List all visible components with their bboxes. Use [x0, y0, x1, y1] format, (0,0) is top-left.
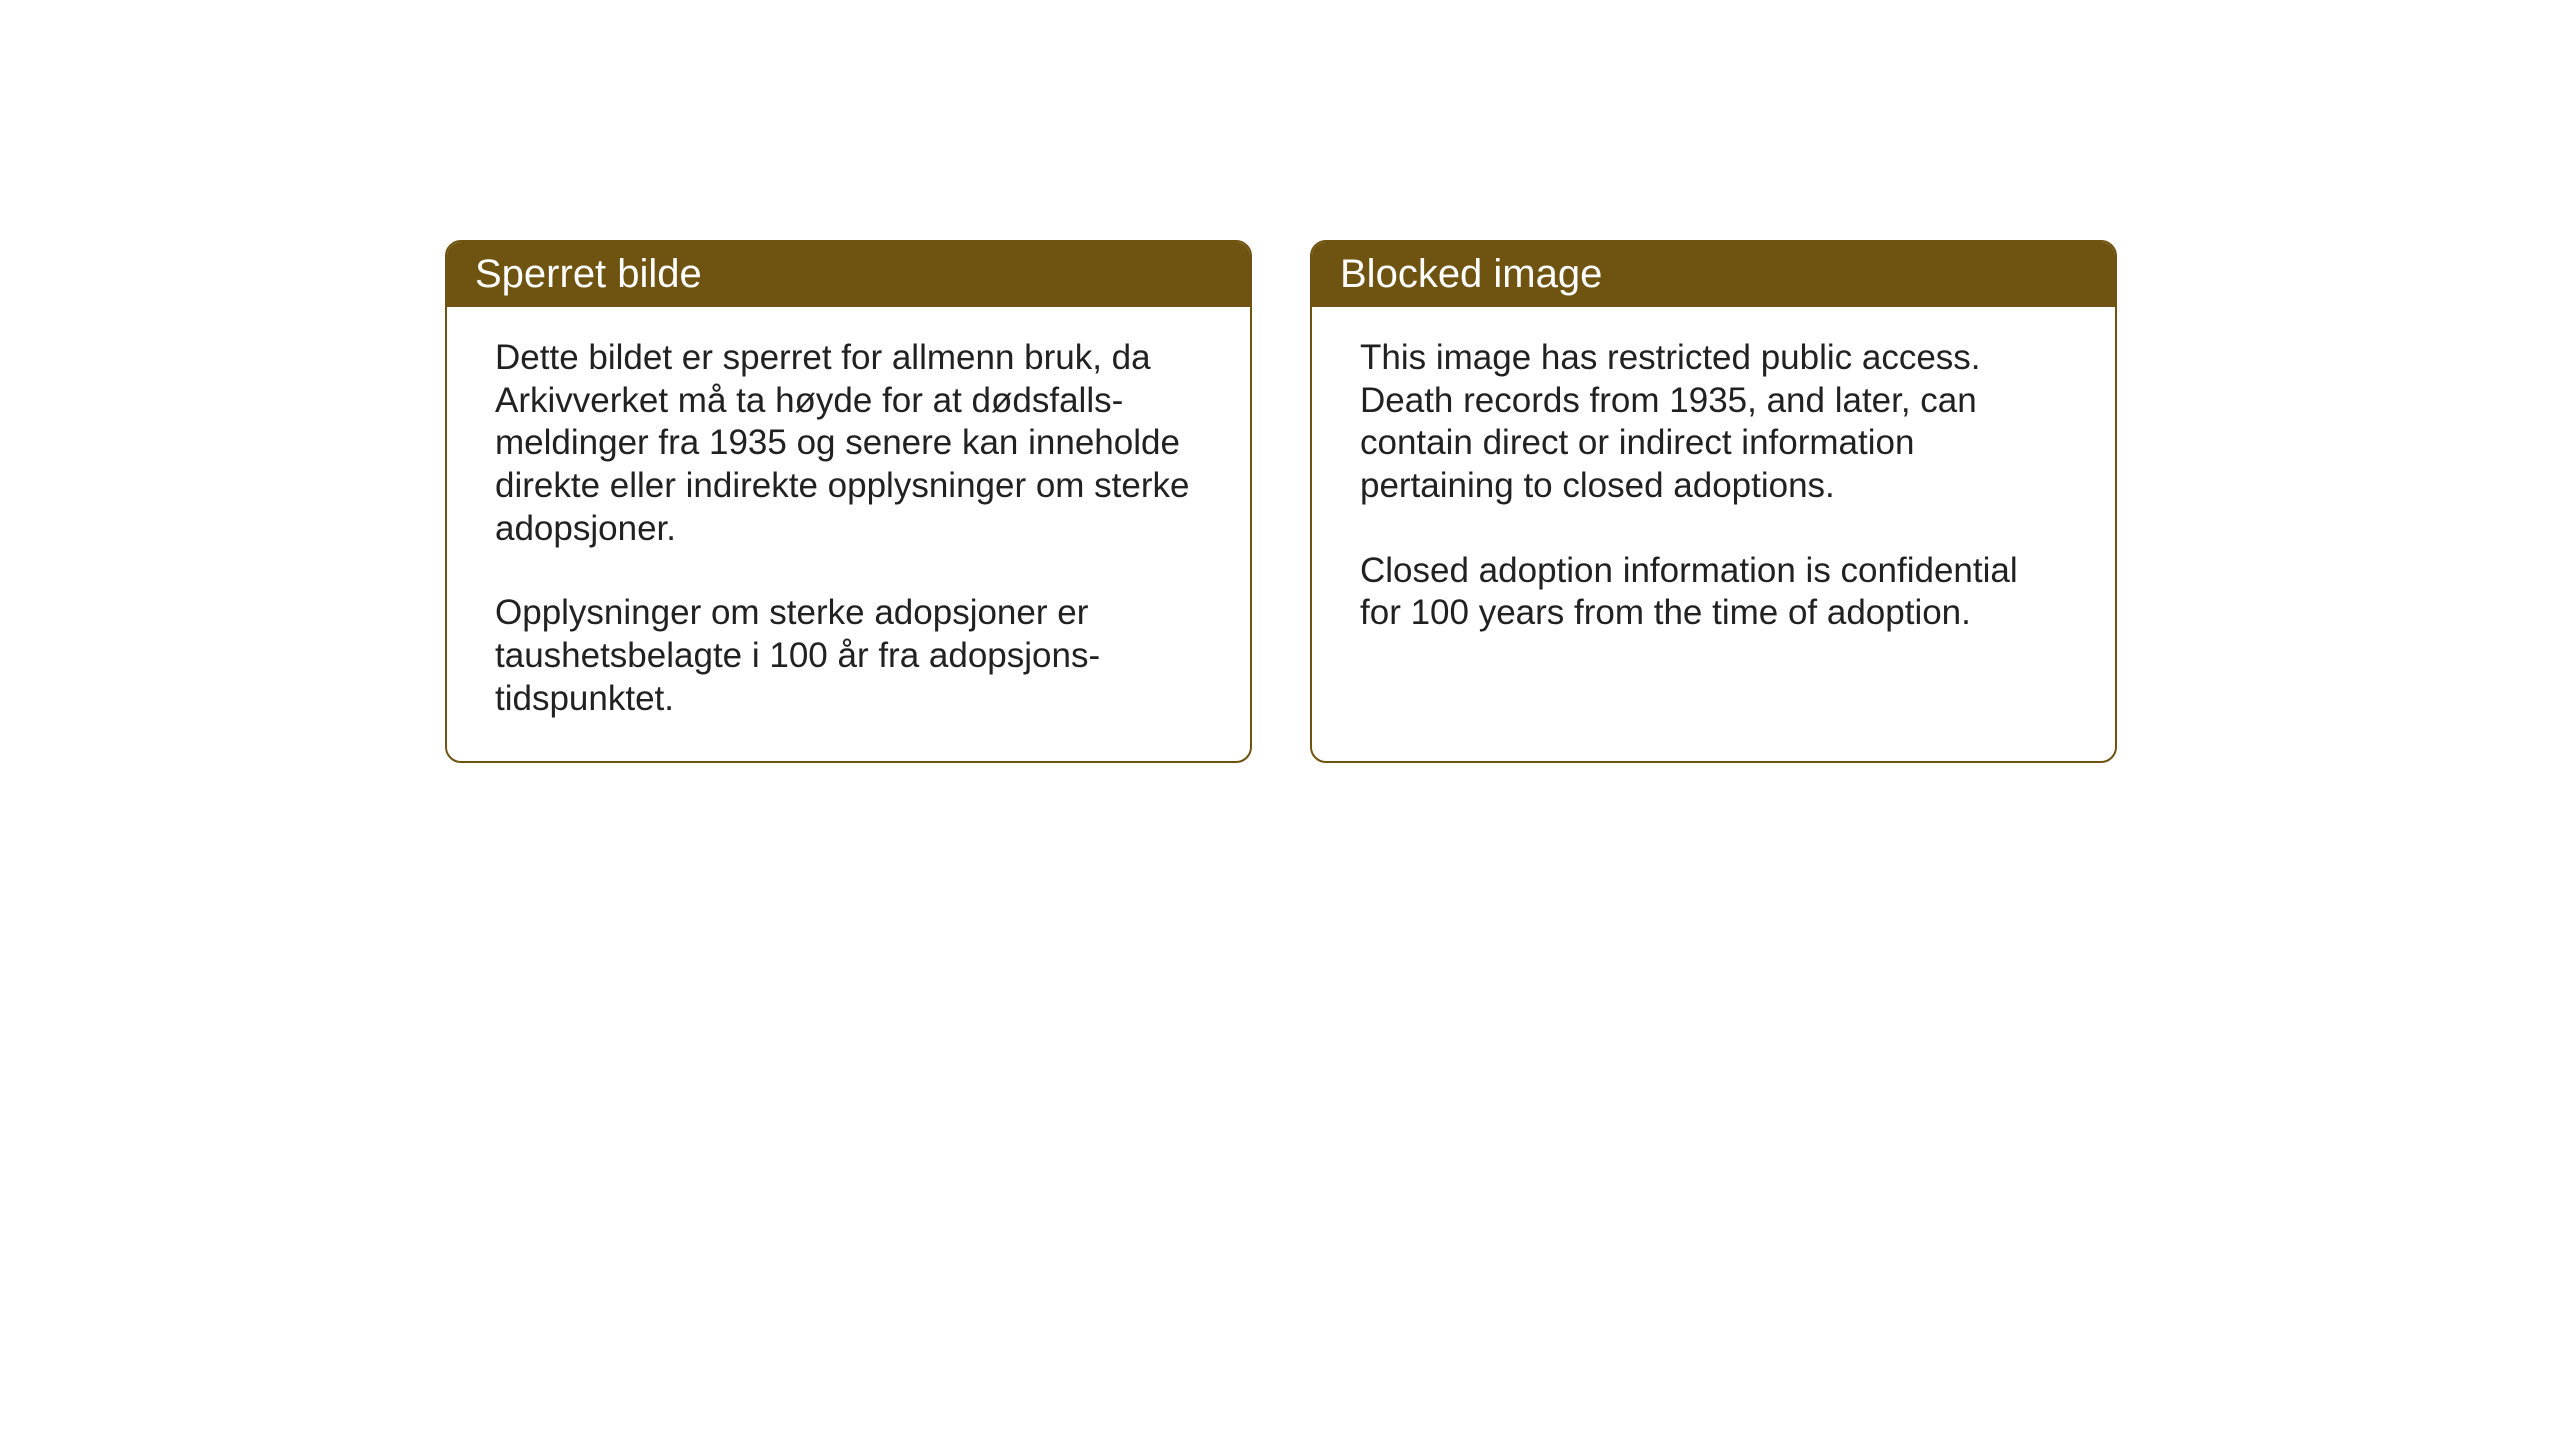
- english-card: Blocked image This image has restricted …: [1310, 240, 2117, 763]
- norwegian-card-title: Sperret bilde: [475, 252, 702, 296]
- norwegian-card-header: Sperret bilde: [447, 242, 1250, 307]
- english-paragraph-2: Closed adoption information is confident…: [1360, 550, 2067, 635]
- norwegian-paragraph-1: Dette bildet er sperret for allmenn bruk…: [495, 337, 1202, 550]
- english-card-title: Blocked image: [1340, 252, 1602, 296]
- norwegian-paragraph-2: Opplysninger om sterke adopsjoner er tau…: [495, 592, 1202, 720]
- info-cards-container: Sperret bilde Dette bildet er sperret fo…: [445, 240, 2117, 763]
- english-paragraph-1: This image has restricted public access.…: [1360, 337, 2067, 508]
- english-card-header: Blocked image: [1312, 242, 2115, 307]
- norwegian-card: Sperret bilde Dette bildet er sperret fo…: [445, 240, 1252, 763]
- norwegian-card-body: Dette bildet er sperret for allmenn bruk…: [447, 307, 1250, 761]
- english-card-body: This image has restricted public access.…: [1312, 307, 2115, 675]
